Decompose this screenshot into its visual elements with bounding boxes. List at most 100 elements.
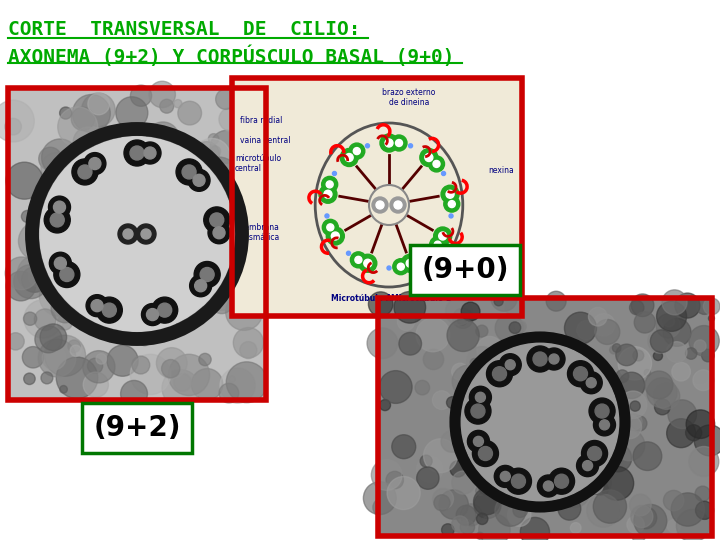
Circle shape: [446, 397, 458, 408]
Circle shape: [663, 315, 675, 327]
Circle shape: [0, 100, 35, 142]
Circle shape: [588, 447, 601, 461]
Circle shape: [503, 417, 531, 445]
Circle shape: [595, 404, 609, 418]
Circle shape: [324, 190, 332, 198]
Circle shape: [14, 265, 48, 299]
Circle shape: [469, 386, 491, 408]
Circle shape: [354, 147, 360, 154]
Circle shape: [346, 251, 351, 255]
Circle shape: [511, 474, 526, 488]
Circle shape: [399, 333, 421, 355]
Circle shape: [132, 356, 150, 374]
Circle shape: [88, 93, 109, 115]
Circle shape: [479, 444, 505, 470]
Circle shape: [461, 302, 480, 321]
Circle shape: [95, 237, 113, 255]
Circle shape: [122, 316, 130, 325]
Circle shape: [631, 529, 646, 540]
Circle shape: [499, 354, 521, 376]
Circle shape: [481, 430, 498, 446]
Circle shape: [87, 194, 128, 235]
Circle shape: [464, 431, 480, 447]
Circle shape: [210, 213, 224, 227]
Circle shape: [5, 118, 22, 135]
Circle shape: [50, 252, 71, 274]
Circle shape: [444, 196, 460, 212]
Text: microtúbulo
central: microtúbulo central: [235, 154, 281, 173]
Bar: [8, 88, 266, 400]
Circle shape: [118, 224, 138, 244]
Circle shape: [591, 414, 603, 426]
Circle shape: [194, 138, 230, 176]
Circle shape: [323, 219, 338, 235]
Circle shape: [139, 334, 150, 346]
Circle shape: [144, 147, 156, 159]
Circle shape: [367, 328, 397, 359]
Circle shape: [650, 330, 673, 353]
Circle shape: [593, 314, 615, 336]
Circle shape: [495, 465, 516, 488]
Circle shape: [233, 328, 264, 358]
Circle shape: [560, 374, 571, 385]
Circle shape: [559, 356, 593, 390]
Circle shape: [703, 298, 720, 315]
Circle shape: [441, 524, 454, 536]
Circle shape: [208, 222, 230, 244]
Text: AXONEMA (9+2) Y CORPÚSCULO BASAL (9+0): AXONEMA (9+2) Y CORPÚSCULO BASAL (9+0): [8, 45, 454, 66]
Circle shape: [248, 292, 261, 306]
Text: vaina central: vaina central: [240, 136, 290, 145]
Circle shape: [543, 348, 565, 370]
Circle shape: [200, 157, 238, 195]
Circle shape: [35, 326, 62, 353]
Circle shape: [123, 229, 133, 239]
Circle shape: [492, 367, 506, 381]
Text: brazo interno
de dineina: brazo interno de dineina: [462, 266, 514, 286]
Circle shape: [511, 410, 545, 444]
Circle shape: [182, 165, 196, 179]
Circle shape: [51, 294, 79, 323]
Circle shape: [667, 418, 696, 448]
Circle shape: [112, 287, 121, 296]
Circle shape: [140, 141, 152, 152]
Text: (9+0): (9+0): [421, 256, 509, 284]
Circle shape: [171, 295, 204, 328]
Circle shape: [243, 290, 253, 299]
Circle shape: [634, 504, 667, 537]
Circle shape: [577, 454, 605, 482]
Circle shape: [474, 488, 500, 515]
Bar: [378, 298, 712, 536]
Circle shape: [202, 269, 242, 310]
Circle shape: [577, 455, 598, 477]
Circle shape: [644, 369, 651, 376]
Circle shape: [430, 237, 446, 253]
Circle shape: [546, 291, 566, 311]
Circle shape: [112, 199, 126, 213]
Circle shape: [393, 259, 409, 275]
Circle shape: [600, 494, 609, 503]
Circle shape: [56, 357, 98, 399]
Circle shape: [394, 201, 402, 209]
Circle shape: [193, 174, 205, 186]
Circle shape: [210, 146, 220, 157]
Circle shape: [662, 290, 687, 315]
Circle shape: [460, 520, 474, 534]
Circle shape: [395, 139, 402, 146]
Circle shape: [480, 354, 508, 382]
Circle shape: [40, 276, 79, 316]
Circle shape: [190, 189, 231, 230]
Circle shape: [54, 257, 66, 269]
Circle shape: [87, 358, 103, 374]
Circle shape: [392, 435, 415, 458]
Circle shape: [232, 137, 251, 155]
Circle shape: [373, 498, 391, 516]
Circle shape: [613, 399, 623, 409]
Circle shape: [251, 129, 260, 138]
Circle shape: [22, 347, 44, 368]
Circle shape: [194, 261, 220, 287]
Circle shape: [54, 261, 80, 287]
Circle shape: [219, 383, 239, 403]
Circle shape: [456, 505, 476, 525]
Circle shape: [629, 300, 644, 315]
Circle shape: [595, 482, 608, 496]
